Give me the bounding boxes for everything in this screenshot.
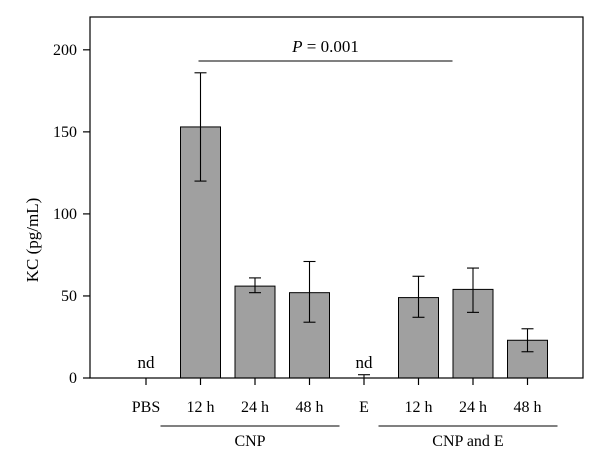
y-tick-label: 200	[53, 42, 77, 59]
axes-layer: 0 50 100 150 200	[53, 16, 584, 387]
x-tick-label: 24 h	[241, 399, 269, 416]
p-symbol: P	[291, 37, 302, 56]
y-axis-title: KC (pg/mL)	[23, 198, 42, 283]
not-detected-label: nd	[356, 353, 374, 372]
bars-layer	[180, 126, 548, 379]
error-bars-layer	[194, 72, 534, 378]
x-tick-label: PBS	[132, 399, 160, 416]
group-label: CNP and E	[432, 433, 503, 450]
y-tick-label: 0	[69, 370, 77, 387]
y-tick-label: 100	[53, 206, 77, 223]
y-tick-label: 50	[61, 288, 77, 305]
x-tick-label: 48 h	[296, 399, 324, 416]
x-tick-label: 12 h	[405, 399, 433, 416]
bar	[234, 285, 276, 379]
x-tick-label: E	[359, 399, 369, 416]
bar	[452, 288, 494, 379]
labels-layer: nd nd PBS 12 h 24 h 48 h E 12 h 24 h 48 h CNP CNP a…	[132, 37, 558, 450]
not-detected-label: nd	[138, 353, 156, 372]
p-value-label: P = 0.001	[291, 37, 359, 56]
group-label: CNP	[234, 433, 265, 450]
x-tick-label: 24 h	[459, 399, 487, 416]
x-tick-label: 48 h	[514, 399, 542, 416]
y-tick-label: 150	[53, 124, 77, 141]
plot-frame	[89, 16, 584, 379]
x-tick-label: 12 h	[187, 399, 215, 416]
p-value: = 0.001	[303, 37, 359, 56]
